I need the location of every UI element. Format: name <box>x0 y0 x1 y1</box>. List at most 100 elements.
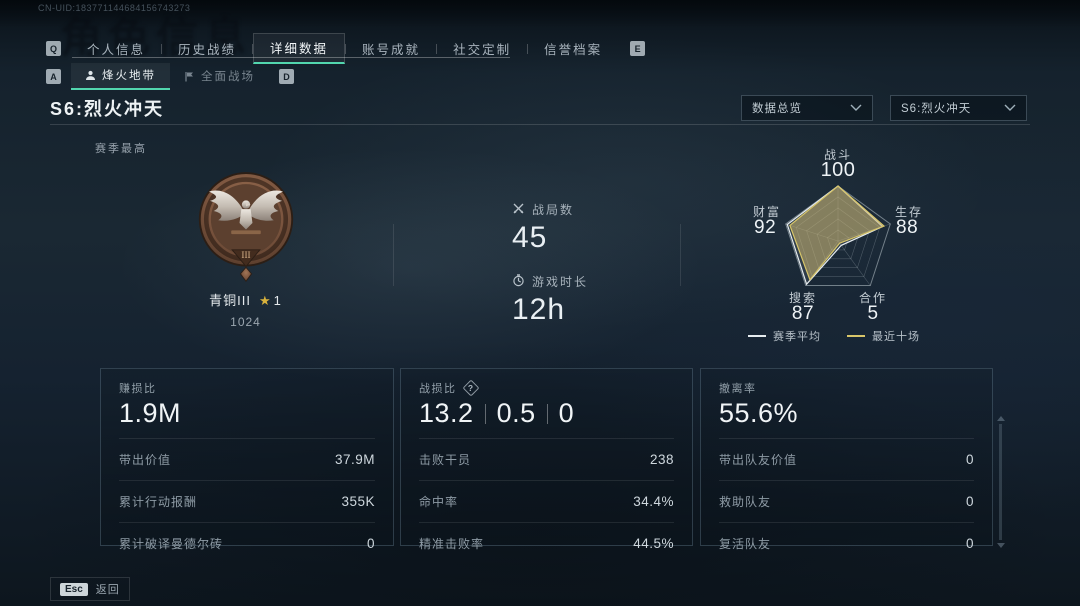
radar-axis-value: 92 <box>754 217 777 238</box>
rank-points: 1024 <box>230 315 261 329</box>
stat-row-value: 34.4% <box>633 494 674 509</box>
tab-underline-track <box>72 57 510 58</box>
mode-tab-bar: A 烽火地带 全面战场 D <box>46 63 294 90</box>
tab-history[interactable]: 历史战绩 <box>178 42 237 57</box>
clock-icon <box>512 273 525 290</box>
stat-row: 击败干员 238 <box>419 438 674 480</box>
tab-personal-info[interactable]: 个人信息 <box>87 42 146 57</box>
scrollbar[interactable] <box>997 416 1005 548</box>
stat-row-value: 355K <box>341 494 375 509</box>
scroll-up-icon[interactable] <box>997 416 1005 421</box>
person-icon <box>85 70 96 81</box>
vertical-divider <box>393 224 394 286</box>
kd-value: 0.5 <box>496 398 536 428</box>
subtab-label: 全面战场 <box>201 71 255 83</box>
stat-row-value: 0 <box>965 536 974 551</box>
rank-medal-icon: III <box>198 172 293 282</box>
scroll-track[interactable] <box>999 424 1002 540</box>
main-tab-bar: Q 个人信息 历史战绩 详细数据 账号成就 社交定制 信誉档案 E <box>46 33 646 64</box>
stat-row-label: 带出队友价值 <box>719 453 798 467</box>
stat-row-label: 累计行动报酬 <box>119 495 198 509</box>
panel-title-label: 战损比 <box>419 383 457 395</box>
stat-row-label: 救助队友 <box>719 495 772 509</box>
stat-row: 救助队友 0 <box>719 480 974 522</box>
panel-main-value: 1.9M <box>119 398 182 428</box>
kd-ratio-panel: 战损比 ? 13.2 0.5 0 击败干员 238 命中率 34.4% 精准击败… <box>400 368 693 551</box>
chevron-down-icon <box>1004 102 1016 114</box>
radar-axis-value: 88 <box>896 217 919 238</box>
stat-row: 复活队友 0 <box>719 522 974 564</box>
stat-row-label: 累计破译曼德尔砖 <box>119 537 224 551</box>
legend-line-swatch <box>748 335 766 337</box>
value-separator <box>546 403 548 424</box>
matches-stat: 战局数 45 <box>512 201 574 255</box>
main-tabs: 个人信息 历史战绩 详细数据 账号成就 社交定制 信誉档案 <box>71 33 618 64</box>
radar-axis-label: 财富 <box>753 205 782 219</box>
player-uid: CN-UID:183771144684156743273 <box>38 3 191 13</box>
help-icon[interactable]: ? <box>462 379 479 397</box>
title-divider <box>50 124 1030 125</box>
season-value: S6:烈火冲天 <box>901 103 972 115</box>
rank-name: 青铜III ★ 1 <box>178 290 313 309</box>
stat-row-label: 带出价值 <box>119 453 172 467</box>
data-scope-value: 数据总览 <box>752 103 802 115</box>
stat-row: 累计行动报酬 355K <box>119 480 375 522</box>
playtime-value: 12h <box>512 293 566 326</box>
radar-legend: 赛季平均 最近十场 <box>748 328 920 344</box>
panel-title-label: 撤离率 <box>719 383 757 395</box>
legend-label: 赛季平均 <box>773 331 821 343</box>
scroll-down-icon[interactable] <box>997 543 1005 548</box>
back-button[interactable]: Esc 返回 <box>50 577 130 601</box>
crossed-swords-icon <box>512 202 525 218</box>
stat-row-value: 0 <box>965 494 974 509</box>
legend-label: 最近十场 <box>872 331 920 343</box>
tab-detailed-data[interactable]: 详细数据 <box>253 33 346 64</box>
playtime-label: 游戏时长 <box>532 275 589 289</box>
background-ghost-title: 角色信息 <box>60 14 253 61</box>
panel-main-value: 13.2 0.5 0 <box>419 398 674 429</box>
stat-row-label: 精准击败率 <box>419 537 485 551</box>
subtab-full-battlefield[interactable]: 全面战场 <box>170 63 269 90</box>
tab-separator <box>161 43 163 54</box>
tab-reputation[interactable]: 信誉档案 <box>544 42 603 57</box>
top-shade <box>0 0 1080 28</box>
prev-tab-keycap[interactable]: Q <box>46 41 61 56</box>
radar-axis-label: 合作 <box>858 291 887 305</box>
stat-row: 带出价值 37.9M <box>119 438 375 480</box>
playtime-stat: 游戏时长 12h <box>512 273 588 327</box>
next-mode-keycap[interactable]: D <box>279 69 294 84</box>
season-section-label: 赛季最高 <box>95 143 147 155</box>
legend-line-swatch <box>847 335 865 337</box>
radar-axis-label: 生存 <box>895 205 924 219</box>
kd-value: 0 <box>558 398 575 428</box>
stat-row-label: 命中率 <box>419 495 459 509</box>
stat-row-value: 37.9M <box>334 452 375 467</box>
subtab-fenghuo-zone[interactable]: 烽火地带 <box>71 63 170 90</box>
legend-item-recent-ten: 最近十场 <box>847 328 920 344</box>
tab-achievements[interactable]: 账号成就 <box>362 42 421 57</box>
rank-star-count: 1 <box>273 293 282 308</box>
matches-value: 45 <box>512 221 548 254</box>
star-icon: ★ <box>258 293 272 308</box>
rank-tier-label: 青铜III <box>209 293 251 308</box>
mode-tabs: 烽火地带 全面战场 <box>71 63 269 90</box>
next-tab-keycap[interactable]: E <box>630 41 646 56</box>
radar-grid <box>785 185 891 286</box>
matches-label: 战局数 <box>532 203 575 217</box>
stat-row-label: 击败干员 <box>419 453 472 467</box>
stat-row-value: 44.5% <box>633 536 674 551</box>
radar-axis-value: 100 <box>820 159 856 181</box>
season-dropdown[interactable]: S6:烈火冲天 <box>890 95 1027 121</box>
subtab-label: 烽火地带 <box>102 70 156 82</box>
rank-roman-numeral: III <box>241 250 250 260</box>
stat-row: 命中率 34.4% <box>419 480 674 522</box>
back-label: 返回 <box>95 584 120 596</box>
tab-separator <box>345 43 347 54</box>
extraction-panel: 撤离率 55.6% 带出队友价值 0 救助队友 0 复活队友 0 <box>700 368 993 551</box>
prev-mode-keycap[interactable]: A <box>46 69 61 84</box>
chevron-down-icon <box>850 102 862 114</box>
vertical-divider <box>680 224 681 286</box>
tab-social[interactable]: 社交定制 <box>453 42 512 57</box>
data-scope-dropdown[interactable]: 数据总览 <box>741 95 873 121</box>
